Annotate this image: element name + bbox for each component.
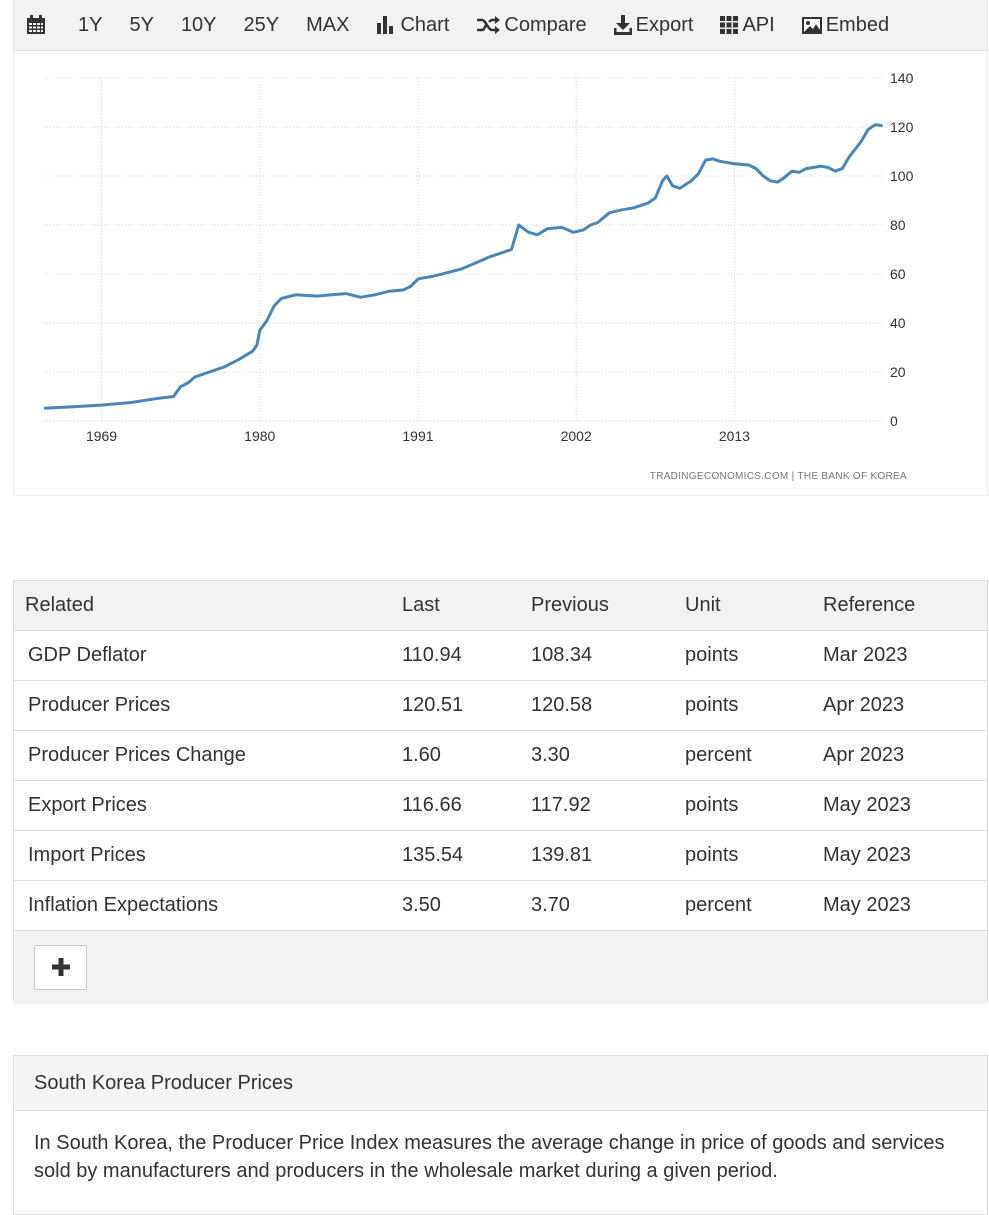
- last-value: 116.66: [402, 780, 531, 831]
- description-title: South Korea Producer Prices: [14, 1056, 987, 1111]
- x-tick-label: 2013: [719, 428, 750, 444]
- x-tick-label: 1991: [402, 428, 433, 444]
- related-name-link[interactable]: Inflation Expectations: [14, 880, 402, 931]
- compare-label: Compare: [504, 13, 587, 36]
- chart-credit: TRADINGECONOMICS.COM | THE BANK OF KOREA: [650, 471, 907, 482]
- header-previous: Previous: [531, 581, 685, 631]
- header-reference: Reference: [823, 581, 987, 631]
- reference-value: May 2023: [823, 780, 987, 831]
- api-label: API: [742, 13, 775, 36]
- description-panel: South Korea Producer Prices In South Kor…: [13, 1055, 988, 1215]
- table-row: Export Prices 116.66 117.92 points May 2…: [14, 780, 987, 831]
- reference-value: Mar 2023: [823, 630, 987, 681]
- y-tick-label: 60: [890, 266, 906, 282]
- chart-toolbar: 1Y 5Y 10Y 25Y MAX Chart Compare Export: [13, 0, 988, 51]
- range-5y-button[interactable]: 5Y: [129, 13, 154, 36]
- add-related-button[interactable]: [34, 944, 87, 990]
- shuffle-icon: [477, 16, 501, 34]
- unit-value: percent: [685, 730, 823, 781]
- compare-button[interactable]: Compare: [476, 13, 587, 37]
- previous-value: 108.34: [531, 630, 685, 681]
- unit-value: points: [685, 830, 823, 881]
- x-tick-label: 1980: [244, 428, 275, 444]
- plus-icon: [51, 958, 70, 976]
- previous-value: 117.92: [531, 780, 685, 831]
- last-value: 135.54: [402, 830, 531, 881]
- related-footer: [14, 930, 987, 1004]
- related-name-link[interactable]: Import Prices: [14, 830, 402, 881]
- image-icon: [801, 16, 822, 34]
- y-tick-label: 140: [890, 70, 914, 86]
- api-button[interactable]: API: [720, 13, 775, 37]
- table-header-row: Related Last Previous Unit Reference: [14, 581, 987, 631]
- range-25y-button[interactable]: 25Y: [243, 13, 280, 36]
- unit-value: points: [685, 630, 823, 681]
- embed-label: Embed: [825, 13, 890, 36]
- reference-value: May 2023: [823, 880, 987, 931]
- last-value: 3.50: [402, 880, 531, 931]
- header-last: Last: [402, 581, 531, 631]
- related-name-link[interactable]: Export Prices: [14, 780, 402, 831]
- reference-value: Apr 2023: [823, 680, 987, 731]
- reference-value: Apr 2023: [823, 730, 987, 781]
- previous-value: 3.30: [531, 730, 685, 781]
- table-row: GDP Deflator 110.94 108.34 points Mar 20…: [14, 630, 987, 681]
- x-tick-label: 1969: [86, 428, 117, 444]
- y-tick-label: 120: [890, 119, 914, 135]
- table-row: Producer Prices Change 1.60 3.30 percent…: [14, 730, 987, 781]
- export-label: Export: [635, 13, 694, 36]
- last-value: 110.94: [402, 630, 531, 681]
- download-icon: [613, 15, 632, 35]
- series-line: [43, 123, 883, 410]
- unit-value: points: [685, 680, 823, 731]
- previous-value: 120.58: [531, 680, 685, 731]
- y-tick-label: 40: [890, 315, 906, 331]
- grid-icon: [720, 16, 739, 34]
- y-tick-label: 80: [890, 217, 906, 233]
- chart-type-button[interactable]: Chart: [376, 14, 449, 37]
- description-text: In South Korea, the Producer Price Index…: [34, 1132, 945, 1182]
- table-row: Import Prices 135.54 139.81 points May 2…: [14, 830, 987, 881]
- range-10y-button[interactable]: 10Y: [180, 13, 217, 36]
- previous-value: 139.81: [531, 830, 685, 881]
- chart-type-label: Chart: [400, 13, 450, 36]
- related-name-link[interactable]: Producer Prices Change: [14, 730, 402, 781]
- related-table: Related Last Previous Unit Reference GDP…: [13, 580, 988, 1004]
- bar-chart-icon: [377, 16, 394, 34]
- related-name-link[interactable]: Producer Prices: [14, 680, 402, 731]
- table-row: Inflation Expectations 3.50 3.70 percent…: [14, 880, 987, 931]
- last-value: 1.60: [402, 730, 531, 781]
- embed-button[interactable]: Embed: [801, 13, 890, 37]
- header-related: Related: [14, 581, 402, 631]
- unit-value: points: [685, 780, 823, 831]
- range-1y-button[interactable]: 1Y: [78, 13, 103, 36]
- related-name-link[interactable]: GDP Deflator: [14, 630, 402, 681]
- previous-value: 3.70: [531, 880, 685, 931]
- y-tick-label: 100: [890, 168, 914, 184]
- y-tick-label: 0: [890, 413, 898, 429]
- price-chart: 0 20 40 60 80 100 120 140 1969 1980 1991 2002 2013 T…: [43, 70, 914, 482]
- table-row: Producer Prices 120.51 120.58 points Apr…: [14, 680, 987, 731]
- export-button[interactable]: Export: [613, 13, 694, 37]
- header-unit: Unit: [685, 581, 823, 631]
- y-tick-label: 20: [890, 364, 906, 380]
- range-max-button[interactable]: MAX: [306, 13, 350, 36]
- unit-value: percent: [685, 880, 823, 931]
- reference-value: May 2023: [823, 830, 987, 881]
- x-tick-label: 2002: [561, 428, 592, 444]
- last-value: 120.51: [402, 680, 531, 731]
- calendar-icon[interactable]: [26, 15, 50, 35]
- chart-area: 0 20 40 60 80 100 120 140 1969 1980 1991 2002 2013 T…: [13, 51, 988, 496]
